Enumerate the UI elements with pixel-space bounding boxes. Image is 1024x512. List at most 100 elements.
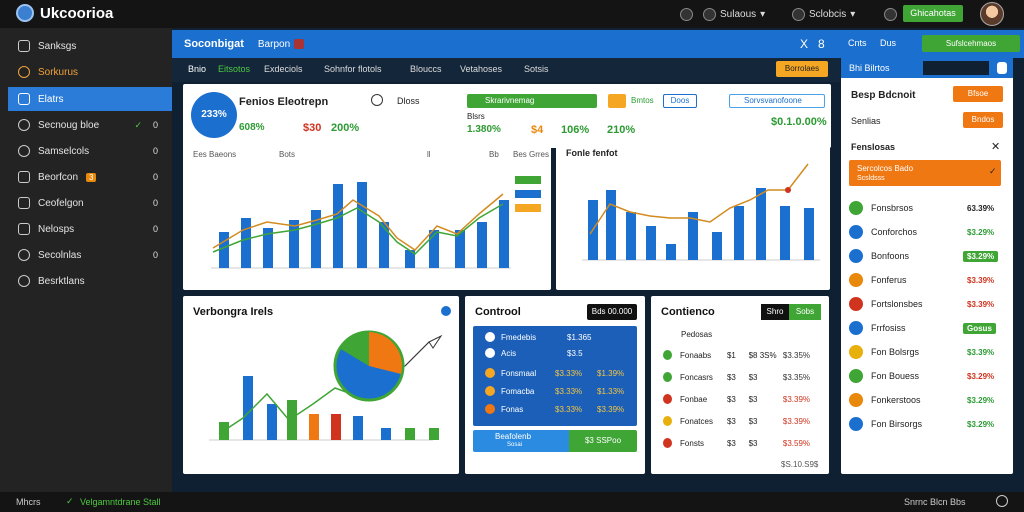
table-row[interactable]: Fonsts $3 $3 $3.59% <box>663 438 819 448</box>
right-header-label[interactable]: Cnts <box>848 38 867 48</box>
clock-icon <box>18 119 30 131</box>
list-item[interactable]: Fonsbrsos 63.39% <box>849 198 1017 218</box>
subnav-item[interactable]: Eitsotos <box>218 64 251 74</box>
subnav-item[interactable]: Bnio <box>188 64 207 74</box>
list-item[interactable]: Conforchos $3.29% <box>849 222 1017 242</box>
table-row[interactable]: Fmedebis $1.365 <box>485 332 635 342</box>
list-item[interactable]: Fon Bouess $3.29% <box>849 366 1017 386</box>
row-icon <box>663 372 673 382</box>
card-bottom-left: Verbongra Irels <box>183 296 459 474</box>
bottom-action-right[interactable]: $3 SSPoo <box>569 430 637 452</box>
table-row[interactable]: Fomacba $3.33% $1.33% <box>485 386 635 396</box>
chart-bar <box>646 226 656 260</box>
sidebar-item-samselcols[interactable]: Samselcols 0 <box>8 139 172 163</box>
chart-bar <box>429 428 439 440</box>
bottom-action-left[interactable]: Beafolenb Sosai <box>473 430 569 452</box>
card-tag[interactable]: Shro <box>761 304 789 320</box>
sidebar-item-count: 0 <box>152 250 158 260</box>
subnav-item[interactable]: Exdeciols <box>264 64 303 74</box>
right-item-label: Senlias <box>851 116 881 126</box>
page-title: Soconbigat <box>184 38 244 50</box>
chevron-down-icon[interactable] <box>294 39 305 49</box>
card-tag[interactable]: Bds 00.000 <box>587 304 637 320</box>
chart-bar <box>219 232 229 268</box>
menu-icon[interactable]: 8 <box>818 37 825 51</box>
subnav-item[interactable]: Sohnfor flotols <box>324 64 382 74</box>
chart-bar <box>243 376 253 440</box>
trend-line <box>212 193 504 251</box>
subnav-item[interactable]: Blouccs <box>410 64 442 74</box>
sidebar-item-count: 0 <box>152 224 158 234</box>
table-row[interactable]: Acis $3.5 <box>485 348 635 358</box>
account-menu[interactable]: Sclobcis ▾ <box>792 8 855 21</box>
kpi-button[interactable]: Doos <box>663 94 697 108</box>
chart-bar <box>688 212 698 260</box>
table-row[interactable]: Foncasrs $3 $3 $3.35% <box>663 372 819 382</box>
sidebar-item-label: Elatrs <box>38 93 64 105</box>
status-icon <box>849 369 863 383</box>
sidebar-item-sanksgs[interactable]: Sanksgs <box>8 34 172 58</box>
gear-icon[interactable] <box>371 94 383 106</box>
subnav-item[interactable]: Vetahoses <box>460 64 503 74</box>
close-icon[interactable]: ✕ <box>991 141 1001 153</box>
right-header-label[interactable]: Dus <box>880 38 897 48</box>
list-item[interactable]: Fonkerstoos $3.29% <box>849 390 1017 410</box>
breadcrumb[interactable]: Barpon <box>257 38 291 50</box>
table-row[interactable]: Fonaabs $1 $8 3S% $3.35% <box>663 350 819 360</box>
legend-swatch <box>515 190 541 198</box>
card-tag[interactable]: Sobs <box>789 304 821 320</box>
table-row[interactable]: Fonatces $3 $3 $3.39% <box>663 416 819 426</box>
table-row[interactable]: Fonsmaal $3.33% $1.39% <box>485 368 635 378</box>
gear-icon <box>18 249 30 261</box>
sidebar-item-beorfcon[interactable]: Beorfcon 3 0 <box>8 165 172 189</box>
table-row[interactable]: Fonas $3.33% $3.39% <box>485 404 635 414</box>
chart-bar <box>287 400 297 440</box>
shield-icon[interactable] <box>997 62 1007 74</box>
row-icon <box>485 386 495 396</box>
list-item[interactable]: Fon Birsorgs $3.29% <box>849 414 1017 434</box>
alert-banner[interactable]: Sercolcos Bado Scsldsss ✓ <box>849 160 1001 186</box>
row-value: $3.33% <box>555 404 583 414</box>
sidebar-item-count: 0 <box>152 198 158 208</box>
list-item[interactable]: Fonferus $3.39% <box>849 270 1017 290</box>
subnav-item[interactable]: Sotsis <box>524 64 549 74</box>
right-item-button[interactable]: Bndos <box>963 112 1003 128</box>
chart-bar <box>311 210 321 268</box>
right-item-button[interactable]: Bfsoe <box>953 86 1003 102</box>
globe-icon <box>18 145 30 157</box>
sidebar-item-sorkurus[interactable]: Sorkurus <box>8 60 172 84</box>
search-input[interactable] <box>923 61 989 75</box>
list-item[interactable]: Fortslonsbes $3.39% <box>849 294 1017 314</box>
kpi-link-bar[interactable]: Sorvsvanofoone <box>729 94 825 108</box>
sidebar-item-elatrs[interactable]: Elatrs <box>8 87 172 111</box>
subnav-button[interactable]: Borrolaes <box>776 61 828 77</box>
list-item[interactable]: Fon Bolsrgs $3.39% <box>849 342 1017 362</box>
sidebar-item-secolnlas[interactable]: Secolnlas 0 <box>8 243 172 267</box>
sidebar-item-besrktlans[interactable]: Besrktlans <box>8 269 172 293</box>
list-item[interactable]: Frrfosiss Gosus <box>849 318 1017 338</box>
gear-icon[interactable] <box>996 495 1008 507</box>
sidebar-item-label: Ceofelgon <box>38 197 84 209</box>
row-cell: $3.39% <box>782 394 811 404</box>
sidebar-item-secnoug[interactable]: Secnoug bloe ✓ 0 <box>8 113 172 137</box>
list-item-label: Fonkerstoos <box>871 395 921 405</box>
table-row[interactable]: Fonbae $3 $3 $3.39% <box>663 394 819 404</box>
row-cell: Fonaabs <box>680 350 712 360</box>
kpi-card: 233% Fenios Eleotrepn 608% $30 200% Dlos… <box>183 84 831 148</box>
notifications-menu[interactable]: Sulaous ▾ <box>680 8 765 21</box>
avatar[interactable] <box>980 2 1004 26</box>
close-icon[interactable]: X <box>800 37 809 51</box>
sidebar-item-nelosps[interactable]: Nelosps 0 <box>8 217 172 241</box>
footer: Mhcrs ✓ Velgamntdrane Stall Snrnc Blcn B… <box>0 492 1024 512</box>
sidebar-item-ceofelgon[interactable]: Ceofelgon 0 <box>8 191 172 215</box>
right-panel-title: Bhi Bilrtos <box>849 63 890 73</box>
list-item[interactable]: Bonfoons $3.29% <box>849 246 1017 266</box>
logo[interactable]: Ukcoorioa <box>16 4 113 22</box>
list-item-value: $3.29% <box>963 250 999 262</box>
right-header-button[interactable]: Sufslcehmaos <box>922 35 1020 52</box>
info-icon[interactable] <box>441 306 451 316</box>
kpi-green-bar[interactable]: Skrarivnemag <box>467 94 597 108</box>
top-action-button[interactable]: Ghicahotas <box>903 5 963 22</box>
document-icon <box>18 197 30 209</box>
settings-icon[interactable] <box>884 8 897 21</box>
